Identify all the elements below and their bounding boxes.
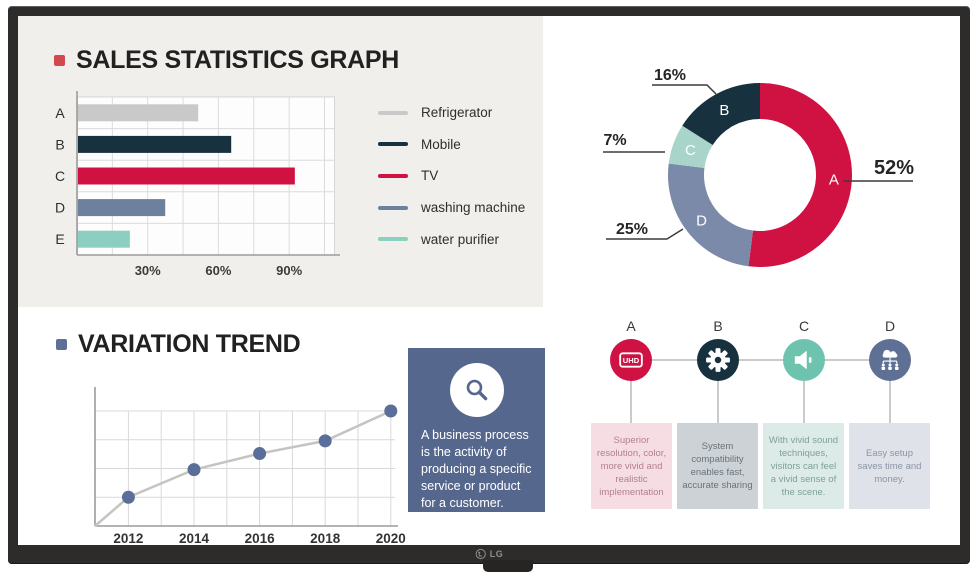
feature-drop-line (889, 381, 891, 423)
svg-text:B: B (55, 136, 64, 152)
feature-letter-A: A (626, 318, 636, 334)
legend-label: TV (421, 168, 439, 184)
sales-title: SALES STATISTICS GRAPH (76, 46, 400, 74)
trend-line (94, 409, 392, 527)
svg-text:2014: 2014 (179, 531, 210, 546)
feature-letter-B: B (713, 318, 723, 334)
donut-chart: A D C B 52% 25% 7% 16% (603, 67, 914, 267)
feature-box-C: With vivid sound techniques, visitors ca… (763, 423, 844, 509)
svg-text:C: C (55, 168, 65, 184)
feature-drop-line (630, 381, 632, 423)
svg-text:D: D (55, 200, 65, 216)
svg-text:2012: 2012 (113, 531, 143, 546)
svg-text:2018: 2018 (310, 531, 341, 546)
legend-swatch (378, 142, 408, 147)
trend-title: VARIATION TREND (78, 330, 301, 358)
donut-segment-A (748, 83, 852, 267)
sales-title-bullet-icon (54, 55, 65, 66)
legend-swatch (378, 173, 408, 178)
svg-text:A: A (55, 105, 65, 121)
cloud-network-icon (881, 349, 899, 370)
feature-circle-A: UHD (610, 339, 652, 381)
line-point-2014 (187, 463, 201, 477)
svg-text:60%: 60% (205, 263, 231, 278)
feature-circle-C (783, 339, 825, 381)
svg-text:90%: 90% (276, 263, 302, 278)
donut-segment-D (668, 163, 753, 267)
svg-text:UHD: UHD (623, 356, 640, 365)
feature-description: Easy setup saves time and money. (857, 447, 922, 485)
donut-segment-C (668, 125, 713, 168)
donut-segment-B (682, 83, 760, 145)
line-point-2020 (384, 404, 398, 418)
feature-description: With vivid sound techniques, visitors ca… (768, 434, 839, 498)
legend-label: water purifier (421, 231, 500, 247)
lg-logo-text: LG (489, 549, 504, 559)
legend-item: washing machine (378, 192, 525, 224)
svg-text:C: C (685, 142, 696, 159)
legend-label: Refrigerator (421, 105, 493, 121)
line-point-2016 (253, 447, 267, 461)
screen: SALES STATISTICS GRAPH A B C D E 30% 60% 90% Re… (18, 16, 960, 546)
lg-logo-icon (475, 548, 486, 560)
feature-letter-D: D (884, 318, 896, 334)
bar-D (78, 199, 166, 217)
line-point-2018 (318, 434, 332, 448)
trend-title-row: VARIATION TREND (56, 330, 301, 359)
monitor-stand-notch (483, 560, 533, 572)
svg-text:25%: 25% (616, 221, 648, 238)
info-card-text: A business process is the activity of pr… (421, 428, 532, 510)
bar-A (78, 104, 199, 122)
legend-swatch (378, 110, 408, 115)
feature-description: Superior resolution, color, more vivid a… (596, 434, 667, 498)
feature-drop-line (717, 381, 719, 423)
feature-box-B: System compatibility enables fast, accur… (677, 423, 758, 509)
svg-text:D: D (696, 212, 707, 229)
feature-box-A: Superior resolution, color, more vivid a… (591, 423, 672, 509)
svg-text:30%: 30% (135, 263, 161, 278)
legend-item: Refrigerator (378, 97, 525, 129)
legend-item: Mobile (378, 129, 525, 161)
legend-item: water purifier (378, 223, 525, 255)
feature-circle-B (697, 339, 739, 381)
bar-C (78, 167, 295, 185)
feature-letter-C: C (798, 318, 810, 334)
svg-text:B: B (719, 102, 729, 119)
feature-description: System compatibility enables fast, accur… (682, 441, 753, 491)
feature-box-D: Easy setup saves time and money. (849, 423, 930, 509)
magnifier-icon (449, 363, 504, 417)
feature-drop-line (803, 381, 805, 423)
svg-text:A: A (829, 172, 839, 189)
svg-text:2020: 2020 (376, 531, 406, 546)
svg-text:52%: 52% (874, 157, 914, 179)
bar-chart-legend: Refrigerator Mobile TV washing machine water… (378, 97, 525, 255)
feature-flow: A UHD Superior resolution, color, more viv… (18, 16, 960, 545)
donut-callout-line-D (606, 228, 684, 240)
trend-title-bullet-icon (56, 339, 67, 350)
legend-swatch (378, 205, 408, 210)
legend-item: TV (378, 160, 525, 192)
legend-label: Mobile (421, 136, 461, 152)
svg-text:2016: 2016 (245, 531, 276, 546)
info-card: A business process is the activity of pr… (408, 348, 545, 512)
donut-callout-line-B (652, 84, 717, 95)
svg-text:16%: 16% (654, 67, 686, 84)
line-chart: 2012 2014 2016 2018 2020 (94, 387, 406, 546)
feature-connector-line (631, 359, 890, 361)
sales-title-row: SALES STATISTICS GRAPH (54, 46, 399, 75)
line-point-2012 (121, 490, 135, 504)
svg-text:E: E (55, 231, 64, 247)
uhd-badge-icon: UHD (619, 352, 643, 368)
monitor-bezel: SALES STATISTICS GRAPH A B C D E 30% 60% 90% Re… (8, 6, 970, 564)
bar-B (78, 135, 232, 153)
gear-icon (706, 348, 730, 372)
svg-text:7%: 7% (603, 132, 626, 149)
bar-E (78, 230, 130, 248)
legend-label: washing machine (421, 200, 526, 216)
speaker-icon (794, 350, 812, 370)
feature-circle-D (869, 339, 911, 381)
lg-logo: LG (475, 548, 504, 560)
legend-swatch (378, 237, 408, 242)
